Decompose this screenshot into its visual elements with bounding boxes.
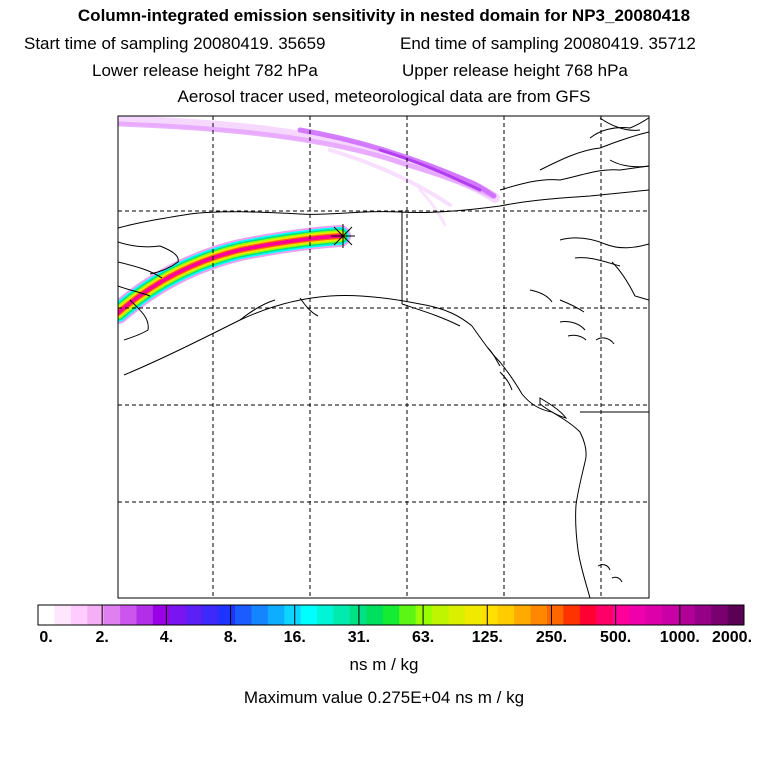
colorbar-tick-label: 125. xyxy=(471,629,503,646)
colorbar-tick-label: 250. xyxy=(535,629,568,646)
plot-title: Column-integrated emission sensitivity i… xyxy=(77,6,691,25)
coastlines xyxy=(118,117,649,598)
colorbar-units: ns m / kg xyxy=(349,655,419,674)
lat-lon-grid xyxy=(118,116,649,598)
max-value-label: Maximum value 0.275E+04 ns m / kg xyxy=(243,688,525,707)
upper-release-height-label: Upper release height 768 hPa xyxy=(402,61,628,80)
colorbar-tick-label: 4. xyxy=(159,629,174,646)
lower-release-height-label: Lower release height 782 hPa xyxy=(92,61,318,80)
colorbar-tick-label: 8. xyxy=(223,629,238,646)
tracer-info-label: Aerosol tracer used, meteorological data… xyxy=(177,87,591,106)
colorbar-tick-label: 0. xyxy=(39,629,53,646)
release-point-icon xyxy=(331,224,355,248)
colorbar-tick-label: 2. xyxy=(95,629,109,646)
colorbar-tick-label: 16. xyxy=(283,629,306,646)
colorbar-tick-label: 1000. xyxy=(659,629,700,646)
borders xyxy=(401,210,649,413)
map-frame xyxy=(117,115,650,599)
colorbar-tick-label: 500. xyxy=(600,629,632,646)
colorbar-tick-label: 63. xyxy=(411,629,435,646)
end-time-label: End time of sampling 20080419. 35712 xyxy=(400,34,696,53)
start-time-label: Start time of sampling 20080419. 35659 xyxy=(24,34,326,53)
sensitivity-plume-north xyxy=(118,116,500,227)
colorbar-tick-label: 31. xyxy=(347,629,371,646)
colorbar-tick-label: 2000. xyxy=(711,629,753,646)
sensitivity-plume-release xyxy=(118,225,351,324)
